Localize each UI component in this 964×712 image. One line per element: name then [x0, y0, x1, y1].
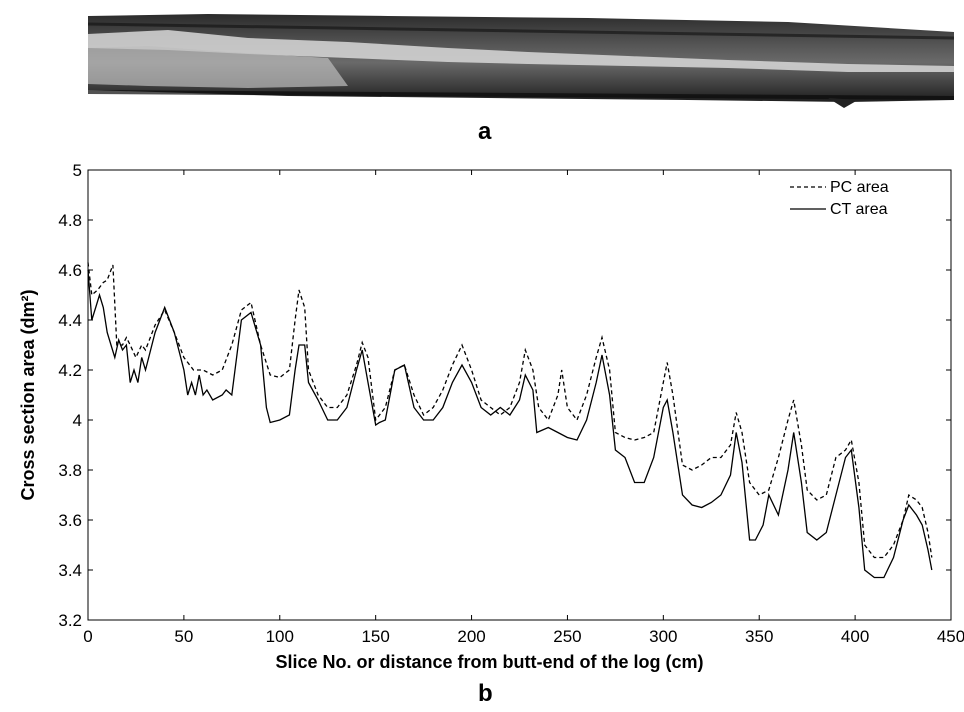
x-tick-label: 400 — [841, 627, 869, 646]
x-tick-label: 100 — [266, 627, 294, 646]
y-tick-label: 4.4 — [58, 311, 82, 330]
x-tick-label: 350 — [745, 627, 773, 646]
y-tick-label: 4 — [73, 411, 82, 430]
y-tick-label: 3.2 — [58, 611, 82, 630]
x-tick-label: 150 — [361, 627, 389, 646]
log-surface-image — [88, 14, 954, 108]
y-tick-label: 4.6 — [58, 261, 82, 280]
series-line-ct-area — [87, 269, 933, 579]
y-tick-label: 4.8 — [58, 211, 82, 230]
y-tick-label: 5 — [73, 161, 82, 180]
cross-section-chart: 0 50 100 150 200 250 300 350 400 450 3.2 3.4 3.6 3.8 4… — [18, 161, 964, 672]
y-tick-label: 3.4 — [58, 561, 82, 580]
x-tick-label: 0 — [83, 627, 92, 646]
y-axis-label: Cross section area (dm²) — [18, 289, 38, 500]
y-tick-label: 4.2 — [58, 361, 82, 380]
plot-frame — [87, 169, 952, 621]
x-tick-label: 300 — [649, 627, 677, 646]
x-tick-label: 450 — [937, 627, 964, 646]
legend-label: CT area — [830, 201, 888, 218]
x-axis-label: Slice No. or distance from butt-end of t… — [275, 652, 703, 672]
x-tick-label: 250 — [553, 627, 581, 646]
legend-label: PC area — [830, 179, 889, 196]
y-tick-label: 3.6 — [58, 511, 82, 530]
x-tick-label: 50 — [174, 627, 193, 646]
panel-label-b: b — [478, 680, 493, 707]
panel-label-a: a — [478, 118, 492, 145]
y-tick-label: 3.8 — [58, 461, 82, 480]
series-line-pc-area — [87, 262, 933, 559]
x-tick-label: 200 — [457, 627, 485, 646]
